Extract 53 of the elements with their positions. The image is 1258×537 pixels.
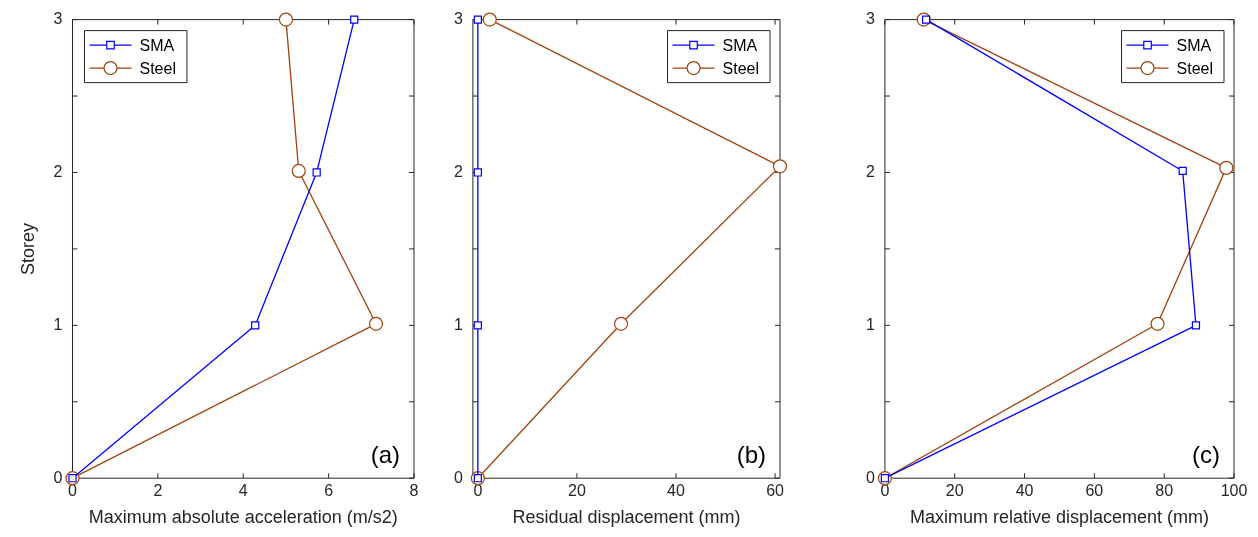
annotation: (c) — [1192, 440, 1220, 468]
y-tick-label: 1 — [453, 315, 463, 333]
point — [473, 168, 482, 177]
x-tick-label: 4 — [238, 482, 248, 500]
legend-label: SMA — [139, 36, 175, 54]
point — [1178, 166, 1187, 176]
y-tick-label: 0 — [53, 468, 63, 486]
point — [772, 159, 788, 174]
legend-label: Steel — [139, 59, 176, 77]
y-axis-title: Storey — [17, 222, 38, 275]
point — [613, 316, 629, 331]
y-tick-label: 3 — [53, 10, 63, 28]
x-tick-label: 20 — [945, 482, 964, 500]
x-tick-label: 40 — [1015, 482, 1034, 500]
x-tick-label: 2 — [153, 482, 163, 500]
x-tick-label: 60 — [766, 482, 785, 500]
y-tick-label: 2 — [865, 162, 875, 180]
legend-label: Steel — [722, 59, 759, 77]
y-tick-label: 1 — [53, 315, 63, 333]
point — [350, 15, 359, 24]
y-tick-label: 3 — [865, 10, 875, 28]
point — [291, 163, 306, 179]
annotation: (b) — [736, 440, 766, 468]
legend-label: Steel — [1176, 59, 1213, 77]
point — [312, 168, 321, 177]
y-tick-label: 3 — [453, 10, 463, 28]
legend-label: SMA — [1176, 36, 1212, 54]
x-tick-label: 8 — [409, 482, 419, 500]
annotation: (a) — [370, 440, 400, 468]
point — [1191, 321, 1201, 330]
y-tick-label: 2 — [53, 162, 63, 180]
x-axis-title: Residual displacement (mm) — [512, 507, 741, 528]
point — [278, 12, 294, 27]
x-axis-title: Maximum relative displacement (mm) — [909, 507, 1209, 528]
point — [1150, 316, 1165, 331]
point — [473, 321, 482, 330]
point — [368, 316, 384, 331]
legend-label: SMA — [722, 36, 758, 54]
x-tick-label: 40 — [667, 482, 685, 500]
y-tick-label: 1 — [865, 315, 875, 333]
point — [251, 321, 260, 330]
x-tick-label: 6 — [324, 482, 334, 500]
y-tick-label: 0 — [453, 468, 463, 486]
x-tick-label: 80 — [1155, 482, 1174, 500]
x-tick-label: 60 — [1085, 482, 1104, 500]
point — [482, 12, 497, 27]
x-tick-label: 100 — [1220, 482, 1248, 500]
point — [473, 15, 482, 24]
y-tick-label: 0 — [865, 468, 875, 486]
y-tick-label: 2 — [453, 162, 463, 180]
point — [1219, 160, 1234, 175]
x-tick-label: 20 — [568, 482, 586, 500]
x-axis-title: Maximum absolute acceleration (m/s2) — [88, 507, 398, 528]
